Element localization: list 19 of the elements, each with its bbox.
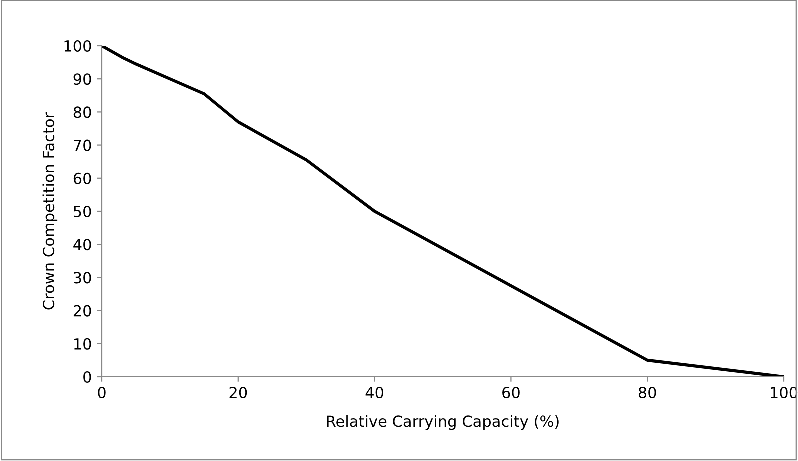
y-axis-title: Crown Competition Factor	[42, 112, 58, 310]
y-tick-label: 100	[64, 40, 92, 52]
y-tick-label: 0	[84, 371, 92, 384]
y-tick-label: 20	[74, 305, 92, 317]
y-tick-label: 40	[74, 239, 92, 251]
y-tick-label: 70	[74, 140, 92, 152]
y-tick-label: 50	[74, 206, 92, 218]
x-tick-label: 60	[502, 386, 520, 399]
x-axis-title: Relative Carrying Capacity (%)	[327, 415, 559, 430]
y-tick-label: 90	[74, 74, 92, 86]
y-tick-label: 60	[74, 172, 92, 184]
x-tick-label: 20	[230, 386, 248, 399]
x-tick-label: 0	[98, 386, 106, 399]
y-tick-label: 10	[74, 338, 92, 350]
x-tick-label: 40	[366, 386, 384, 399]
y-tick-label: 30	[74, 272, 92, 284]
x-tick-label: 100	[771, 386, 798, 399]
x-tick-label: 80	[638, 386, 656, 399]
y-tick-label: 80	[74, 106, 92, 118]
